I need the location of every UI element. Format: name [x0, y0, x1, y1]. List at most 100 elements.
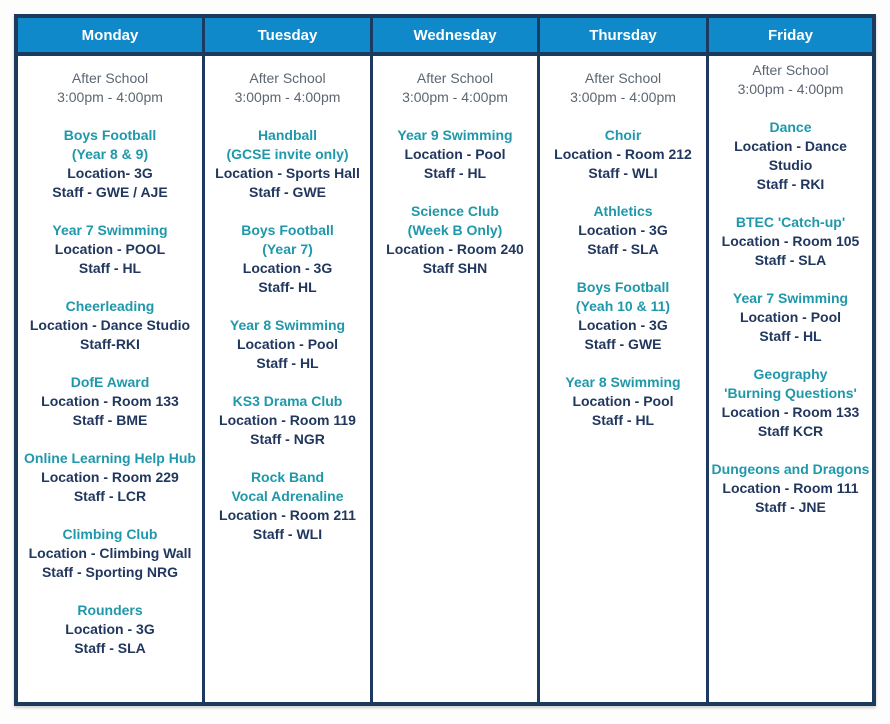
activity-entry: Year 7 Swimming Location - Pool Staff - HL	[709, 289, 872, 346]
day-column: Friday After School 3:00pm - 4:00pm Dance L…	[709, 18, 872, 702]
activity-title-line: Choir	[604, 127, 642, 143]
activity-title-line: Vocal Adrenaline	[231, 488, 344, 504]
time-line: After School	[71, 70, 149, 86]
day-body: After School 3:00pm - 4:00pm Boys Football…	[18, 56, 202, 702]
activity-title-line: Year 8 Swimming	[229, 317, 346, 333]
activity-title-line: Handball	[257, 127, 318, 143]
activity-detail-line: Location - Pool	[404, 146, 506, 162]
activity-title-line: Year 9 Swimming	[397, 127, 513, 143]
activity-detail-line: Location - Room 105	[721, 233, 860, 249]
activity-detail-line: Location - Room 111	[722, 480, 859, 496]
day-body: After School 3:00pm - 4:00pm Dance Location…	[709, 56, 872, 702]
activity-title-line: Online Learning Help Hub	[24, 450, 196, 466]
activity-title-line: Year 8 Swimming	[565, 374, 681, 390]
activity-detail-line: Location - Pool	[572, 393, 674, 409]
activity-detail-line: Staff - BME	[72, 412, 148, 428]
activity-entry: Dance Location - Dance Studio Staff - RKI	[709, 118, 872, 194]
time-line: After School	[416, 70, 494, 86]
activity-title-line: Dungeons and Dragons	[711, 461, 870, 477]
activity-entry: Handball (GCSE invite only) Location - Spo…	[205, 126, 370, 202]
activity-title-line: Dance	[769, 119, 812, 135]
activity-detail-line: Staff - WLI	[588, 165, 658, 181]
activity-detail-line: Location - 3G	[242, 260, 333, 276]
activity-detail-line: Location - Pool	[236, 336, 339, 352]
time-line: 3:00pm - 4:00pm	[402, 89, 508, 105]
activity-detail-line: Location - 3G	[578, 317, 668, 333]
activity-entry: KS3 Drama Club Location - Room 119 Staff -…	[205, 392, 370, 449]
day-body: After School 3:00pm - 4:00pm Year 9 Swimmi…	[373, 56, 537, 702]
activity-entry: Rounders Location - 3G Staff - SLA	[18, 601, 202, 658]
activity-entry: Year 8 Swimming Location - Pool Staff - HL	[540, 373, 706, 430]
day-header: Monday	[18, 18, 202, 56]
day-header: Tuesday	[205, 18, 370, 56]
day-header: Wednesday	[373, 18, 537, 56]
activity-entry: Boys Football (Year 7) Location - 3G Staff-…	[205, 221, 370, 297]
activity-detail-line: Location - Room 212	[554, 146, 692, 162]
time-line: After School	[752, 62, 829, 78]
activity-entry: Science Club (Week B Only) Location - Room…	[373, 202, 537, 278]
activity-detail-line: Staff- HL	[258, 279, 317, 295]
day-column: Wednesday After School 3:00pm - 4:00pm Yea…	[373, 18, 540, 702]
activity-detail-line: Staff - GWE / AJE	[52, 184, 168, 200]
activity-entry: Rock Band Vocal Adrenaline Location - Room…	[205, 468, 370, 544]
activity-detail-line: Staff - HL	[591, 412, 655, 428]
activity-detail-line: Location - Room 229	[41, 469, 179, 485]
activity-entry: Climbing Club Location - Climbing Wall Sta…	[18, 525, 202, 582]
activity-detail-line: Staff - GWE	[249, 184, 326, 200]
day-body: After School 3:00pm - 4:00pm Handball (GCSE…	[205, 56, 370, 702]
time-block: After School 3:00pm - 4:00pm	[18, 69, 202, 107]
activity-detail-line: Staff - HL	[423, 165, 487, 181]
activity-entry: BTEC 'Catch-up' Location - Room 105 Staff …	[709, 213, 872, 270]
activity-title-line: (Year 8 & 9)	[71, 146, 149, 162]
day-body: After School 3:00pm - 4:00pm Choir Location…	[540, 56, 706, 702]
activity-detail-line: Location - Pool	[739, 309, 842, 325]
activity-detail-line: Location- 3G	[67, 165, 153, 181]
activity-detail-line: Location - POOL	[54, 241, 166, 257]
activity-title-line: Climbing Club	[62, 526, 158, 542]
activity-detail-line: Staff - Sporting NRG	[41, 564, 179, 580]
activity-entry: Boys Football (Year 8 & 9) Location- 3G Sta…	[18, 126, 202, 202]
activity-detail-line: Staff - SLA	[74, 640, 146, 656]
activity-detail-line: Staff - NGR	[250, 431, 325, 447]
activity-detail-line: Location - Dance Studio	[29, 317, 191, 333]
activity-detail-line: Staff - HL	[78, 260, 142, 276]
activity-title-line: Science Club	[411, 203, 499, 219]
time-line: After School	[584, 70, 662, 86]
activity-title-line: KS3 Drama Club	[232, 393, 343, 409]
activity-detail-line: Staff - HL	[759, 328, 822, 344]
activity-entry: Athletics Location - 3G Staff - SLA	[540, 202, 706, 259]
activity-title-line: Boys Football	[63, 127, 157, 143]
day-column: Tuesday After School 3:00pm - 4:00pm Handb…	[205, 18, 373, 702]
activity-detail-line: Staff - GWE	[584, 336, 662, 352]
activity-entry: Choir Location - Room 212 Staff - WLI	[540, 126, 706, 183]
activity-entry: Year 7 Swimming Location - POOL Staff - HL	[18, 221, 202, 278]
activity-detail-line: Staff - JNE	[755, 499, 826, 515]
activity-detail-line: Staff KCR	[757, 423, 824, 439]
activity-detail-line: Staff - LCR	[73, 488, 147, 504]
activity-title-line: Boys Football	[576, 279, 670, 295]
activity-title-line: Rounders	[77, 602, 143, 618]
activity-detail-line: Location - Room 211	[219, 507, 356, 523]
activity-entry: Geography 'Burning Questions' Location - R…	[709, 365, 872, 441]
activity-title-line: (GCSE invite only)	[226, 146, 349, 162]
activity-title-line: (Yeah 10 & 11)	[575, 298, 671, 314]
activity-detail-line: Staff - HL	[256, 355, 319, 371]
activity-title-line: Boys Football	[241, 222, 334, 238]
activity-title-line: 'Burning Questions'	[724, 385, 857, 401]
activity-title-line: (Year 7)	[262, 241, 313, 257]
activity-entry: Online Learning Help Hub Location - Room …	[18, 449, 202, 506]
activity-detail-line: Location - Room 133	[721, 404, 860, 420]
activity-entry: Cheerleading Location - Dance Studio Staff…	[18, 297, 202, 354]
activity-detail-line: Staff - RKI	[756, 176, 825, 192]
activity-title-line: Year 7 Swimming	[52, 222, 168, 238]
activity-detail-line: Staff - SLA	[754, 252, 827, 268]
activity-detail-line: Location - Room 240	[386, 241, 524, 257]
after-school-clubs-timetable: Monday After School 3:00pm - 4:00pm Boys F…	[14, 14, 876, 706]
activity-title-line: Athletics	[593, 203, 653, 219]
activity-entry: Boys Football (Yeah 10 & 11) Location - 3G…	[540, 278, 706, 354]
activity-entry: DofE Award Location - Room 133 Staff - BME	[18, 373, 202, 430]
activity-title-line: DofE Award	[70, 374, 150, 390]
time-block: After School 3:00pm - 4:00pm	[709, 61, 872, 99]
day-header: Friday	[709, 18, 872, 56]
time-line: 3:00pm - 4:00pm	[234, 89, 341, 105]
